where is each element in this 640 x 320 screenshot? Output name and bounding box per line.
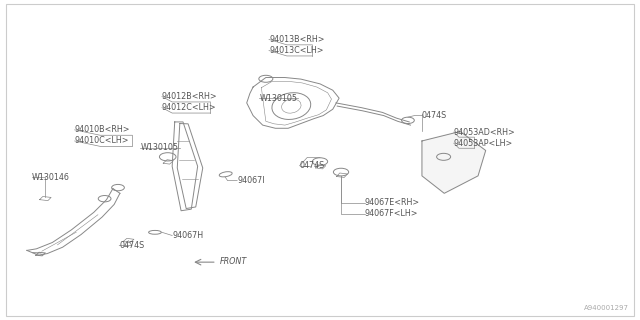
Text: 94067H: 94067H: [172, 231, 204, 240]
Text: 94067F<LH>: 94067F<LH>: [365, 209, 418, 219]
Text: 0474S: 0474S: [119, 241, 145, 250]
Text: W130146: W130146: [32, 173, 70, 182]
Text: 94012C<LH>: 94012C<LH>: [162, 103, 216, 112]
Text: A940001297: A940001297: [584, 305, 629, 311]
Text: 94013B<RH>: 94013B<RH>: [269, 35, 324, 44]
Text: 0474S: 0474S: [300, 161, 325, 170]
Text: 94067I: 94067I: [237, 176, 265, 185]
Text: 94067E<RH>: 94067E<RH>: [365, 198, 420, 207]
Text: 94010C<LH>: 94010C<LH>: [75, 136, 129, 146]
Text: 94013C<LH>: 94013C<LH>: [269, 46, 324, 55]
Text: W130105: W130105: [259, 94, 298, 103]
Text: 94012B<RH>: 94012B<RH>: [162, 92, 218, 101]
Text: 94010B<RH>: 94010B<RH>: [75, 125, 130, 134]
Text: W130105: W130105: [140, 143, 179, 152]
Text: 0474S: 0474S: [422, 111, 447, 120]
Text: FRONT: FRONT: [220, 257, 246, 266]
Polygon shape: [422, 132, 486, 193]
Text: 94053AD<RH>: 94053AD<RH>: [454, 128, 516, 137]
Text: 94053AP<LH>: 94053AP<LH>: [454, 139, 513, 148]
